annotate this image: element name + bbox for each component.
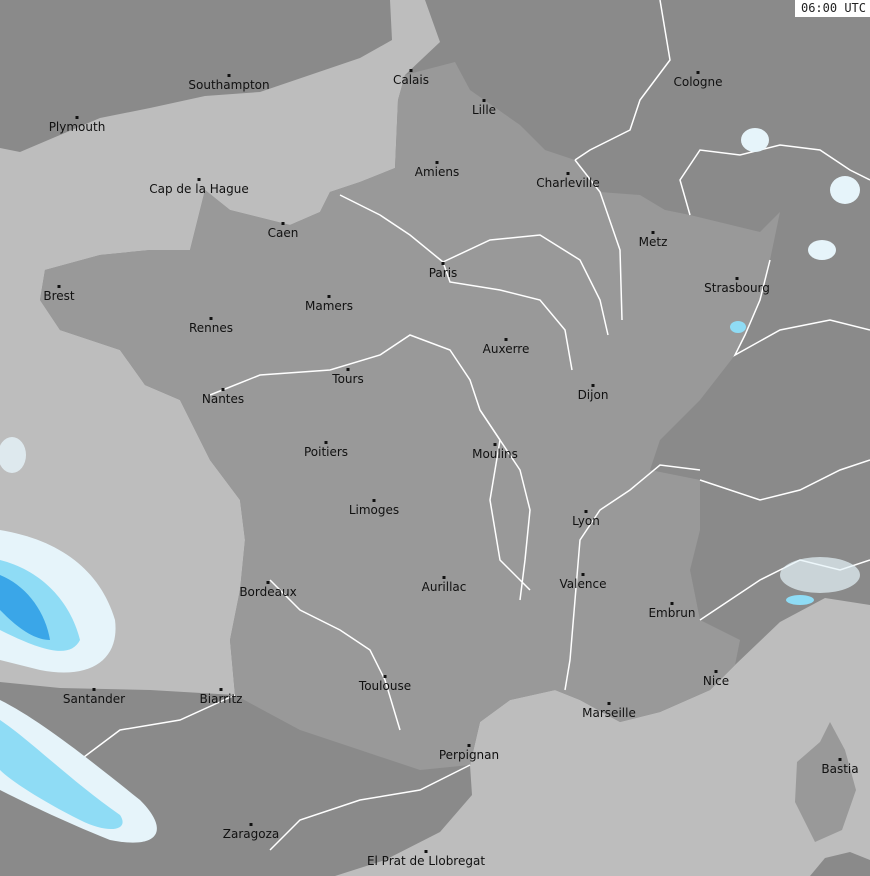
city-marker [75, 116, 79, 119]
city-label: Calais [392, 73, 430, 87]
city-marker [327, 295, 331, 298]
city-marker [482, 99, 486, 102]
city-marker [324, 441, 328, 444]
city-marker [735, 277, 739, 280]
city-marker [281, 222, 285, 225]
city-label: Embrun [648, 606, 696, 620]
city-marker [424, 850, 428, 853]
city-label: Brest [43, 289, 75, 303]
city-label: Tours [332, 372, 364, 386]
city-label: Auxerre [482, 342, 530, 356]
city-marker [435, 161, 439, 164]
city-label: Biarritz [199, 692, 243, 706]
city-label: Valence [559, 577, 607, 591]
corsica [795, 722, 856, 842]
city-marker [493, 443, 497, 446]
city-label: Nantes [201, 392, 245, 406]
city-marker [467, 744, 471, 747]
city-marker [409, 69, 413, 72]
city-label: Nice [702, 674, 730, 688]
england-land [0, 0, 392, 152]
city-label: Lille [471, 103, 497, 117]
city-marker [57, 285, 61, 288]
city-marker [651, 231, 655, 234]
city-marker [209, 317, 213, 320]
city-marker [372, 499, 376, 502]
city-marker [607, 702, 611, 705]
city-label: Santander [62, 692, 126, 706]
city-label: Strasbourg [704, 281, 770, 295]
city-marker [442, 576, 446, 579]
city-label: El Prat de Llobregat [366, 854, 486, 868]
city-marker [566, 172, 570, 175]
city-label: Perpignan [438, 748, 500, 762]
city-marker [670, 602, 674, 605]
city-marker [383, 675, 387, 678]
city-label: Moulins [472, 447, 518, 461]
city-marker [266, 581, 270, 584]
city-label: Plymouth [48, 120, 106, 134]
city-label: Bordeaux [239, 585, 297, 599]
city-marker [591, 384, 595, 387]
city-label: Metz [638, 235, 668, 249]
precipitation [0, 128, 860, 843]
city-marker [249, 823, 253, 826]
city-label: Toulouse [358, 679, 412, 693]
city-label: Dijon [577, 388, 609, 402]
city-label: Poitiers [303, 445, 349, 459]
france-land [40, 62, 780, 770]
city-marker [441, 262, 445, 265]
city-marker [714, 670, 718, 673]
city-label: Limoges [348, 503, 400, 517]
city-label: Lyon [572, 514, 600, 528]
city-marker [219, 688, 223, 691]
city-marker [197, 178, 201, 181]
city-marker [221, 388, 225, 391]
timestamp: 06:00 UTC [794, 0, 870, 17]
city-label: Southampton [188, 78, 270, 92]
city-label: Cap de la Hague [149, 182, 249, 196]
city-label: Marseille [582, 706, 636, 720]
city-marker [346, 368, 350, 371]
city-label: Zaragoza [222, 827, 280, 841]
city-marker [581, 573, 585, 576]
city-marker [504, 338, 508, 341]
city-label: Caen [267, 226, 299, 240]
city-marker [584, 510, 588, 513]
city-label: Aurillac [421, 580, 467, 594]
city-label: Charleville [536, 176, 600, 190]
city-marker [696, 71, 700, 74]
city-label: Paris [428, 266, 458, 280]
sardinia [810, 852, 870, 876]
city-label: Rennes [188, 321, 234, 335]
city-label: Bastia [821, 762, 859, 776]
city-label: Amiens [414, 165, 460, 179]
city-marker [92, 688, 96, 691]
city-label: Cologne [673, 75, 723, 89]
city-marker [838, 758, 842, 761]
city-label: Mamers [305, 299, 353, 313]
city-marker [227, 74, 231, 77]
